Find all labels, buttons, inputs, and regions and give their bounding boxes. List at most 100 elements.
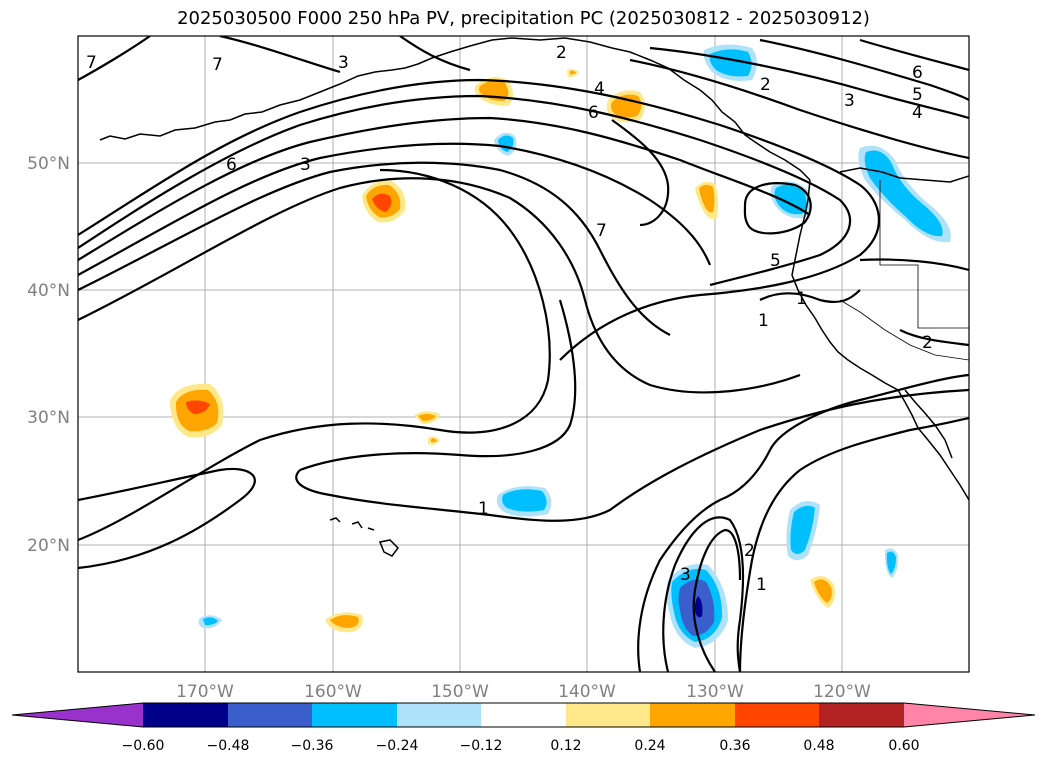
colorbar-segment	[650, 703, 735, 727]
alaska-panhandle-coast	[511, 37, 811, 181]
pv-contour-26	[859, 258, 969, 272]
pv-label: 1	[758, 311, 769, 331]
pv-label: 5	[912, 85, 923, 105]
pv-contour-21	[859, 38, 969, 72]
colorbar-segment	[819, 703, 904, 727]
colorbar-outline	[11, 702, 1036, 728]
precip-blob-west-subtropic	[170, 383, 224, 438]
pv-contour-2	[78, 94, 852, 287]
pv-contour-6	[78, 177, 801, 394]
pv-label: 3	[844, 91, 855, 111]
pv-contours	[78, 36, 969, 672]
pv-contour-16	[743, 182, 812, 235]
precip-blob-southwest	[786, 501, 820, 561]
pv-contour-22	[399, 36, 471, 72]
pv-contour-labels: 7 7 3 2 4 6 2 6 5 4 3 6 3 7 5 1 1 2 1 2	[86, 43, 933, 595]
colorbar-tick-label: 0.24	[634, 738, 665, 754]
pv-label: 4	[594, 79, 605, 99]
lon-label: 160°W	[304, 682, 362, 702]
map-panel: 7 7 3 2 4 6 2 6 5 4 3 6 3 7 5 1 1 2 1 2	[77, 35, 970, 673]
precip-blob-hawaii	[325, 612, 363, 633]
colorbar-segment	[143, 703, 228, 727]
colorbar-tick-label: 0.36	[719, 738, 750, 754]
precip-blob-hawaii-west	[198, 615, 222, 629]
pv-label: 2	[744, 541, 755, 561]
mexico-border	[839, 299, 969, 361]
colorbar: −0.60 −0.48 −0.36 −0.24 −0.12 0.12 0.24 …	[11, 702, 1036, 754]
pv-contour-25	[899, 329, 969, 347]
pv-contour-4	[78, 142, 712, 276]
lat-label: 20°N	[27, 536, 70, 556]
precip-blob-gulf-small	[567, 68, 579, 78]
lat-labels: 50°N 40°N 30°N 20°N	[27, 154, 70, 556]
pv-contour-20	[759, 38, 969, 101]
lon-label: 130°W	[686, 682, 744, 702]
baja-coast	[904, 389, 953, 459]
pv-contour-12	[662, 516, 745, 672]
colorbar-extend-high	[904, 703, 1035, 727]
pv-label: 1	[756, 575, 767, 595]
pv-contour-8	[78, 467, 256, 570]
precip-blob-baja-offshore	[810, 576, 836, 608]
lon-labels: 170°W 160°W 150°W 140°W 130°W 120°W	[176, 682, 871, 702]
precip-blob-alaska	[703, 44, 757, 81]
precip-blob-central-small	[414, 411, 440, 445]
pv-label: 5	[770, 251, 781, 271]
precip-blob-mid-pacific	[362, 180, 406, 223]
pv-contour-7	[78, 168, 551, 542]
colorbar-segment	[312, 703, 397, 727]
pv-label: 4	[912, 103, 923, 123]
pv-label: 7	[212, 55, 223, 75]
hawaiian-islands	[351, 521, 399, 557]
pv-label: 2	[760, 75, 771, 95]
pv-label: 2	[556, 43, 567, 63]
pv-label: 7	[86, 53, 97, 73]
map-title: 2025030500 F000 250 hPa PV, precipitatio…	[177, 8, 870, 29]
us-state-borders	[879, 180, 969, 329]
hawaii-west-isles	[329, 517, 341, 523]
pv-label: 6	[588, 103, 599, 123]
pv-label: 3	[338, 53, 349, 73]
colorbar-tick-label: −0.48	[207, 738, 250, 754]
pv-contour-13	[692, 528, 742, 672]
precip-positive-shading	[170, 68, 836, 633]
colorbar-tick-label: −0.60	[122, 738, 165, 754]
precip-blob-far-east	[884, 548, 899, 578]
lon-label: 120°W	[813, 682, 871, 702]
precip-blob-central-strong	[666, 564, 728, 648]
lon-label: 140°W	[558, 682, 616, 702]
lat-label: 30°N	[27, 408, 70, 428]
colorbar-tick-label: 0.48	[803, 738, 834, 754]
colorbar-tick-label: 0.12	[550, 738, 581, 754]
pv-contour-5	[78, 161, 671, 336]
precip-blob-offshore	[695, 181, 719, 220]
pv-contour-11	[637, 373, 969, 672]
pv-contour-10	[295, 388, 969, 522]
precip-blob-bc-coast	[858, 145, 951, 243]
coastlines	[99, 37, 969, 557]
lon-label: 170°W	[176, 682, 234, 702]
colorbar-tick-label: −0.12	[460, 738, 503, 754]
pv-contour-19	[649, 46, 969, 120]
precip-blob-subtropical	[496, 486, 552, 517]
colorbar-segment	[481, 703, 566, 727]
precip-negative-shading	[198, 44, 951, 648]
map-background	[78, 36, 969, 672]
colorbar-segment	[228, 703, 312, 727]
pv-contour-15	[759, 289, 861, 304]
colorbar-extend-low	[12, 703, 143, 727]
pv-contour-14	[738, 416, 969, 672]
pv-label: 3	[300, 155, 311, 175]
pv-label: 6	[912, 63, 923, 83]
pv-contour-17	[611, 119, 670, 227]
colorbar-tick-label: −0.36	[291, 738, 334, 754]
pv-contour-1	[78, 78, 880, 361]
colorbar-segment	[735, 703, 819, 727]
pv-label: 7	[596, 221, 607, 241]
colorbar-tick-label: 0.60	[888, 738, 919, 754]
lon-label: 150°W	[431, 682, 489, 702]
lat-label: 50°N	[27, 154, 70, 174]
canada-border	[839, 167, 969, 183]
pv-contour-23	[219, 36, 341, 74]
